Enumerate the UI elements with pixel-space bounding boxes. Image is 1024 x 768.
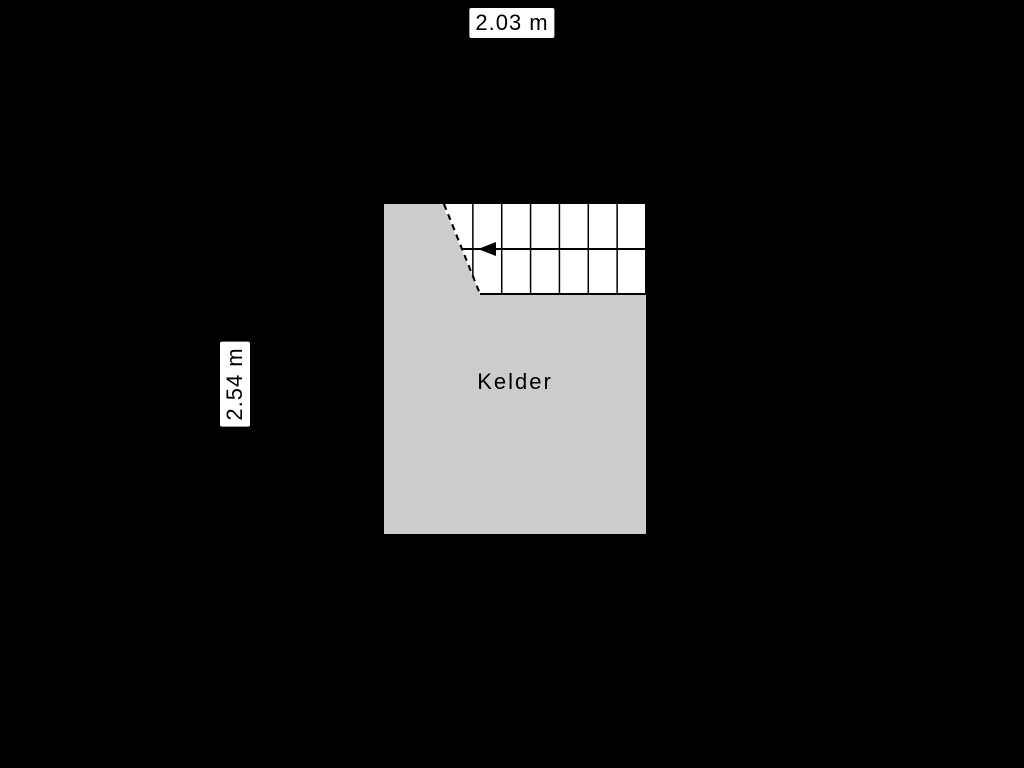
floorplan-canvas: 2.03 m 2.54 m Kelder	[0, 0, 1024, 768]
dimension-height-label: 2.54 m	[220, 341, 250, 426]
dimension-width-label: 2.03 m	[469, 8, 554, 38]
room-kelder: Kelder	[380, 200, 650, 538]
room-label: Kelder	[477, 369, 553, 395]
